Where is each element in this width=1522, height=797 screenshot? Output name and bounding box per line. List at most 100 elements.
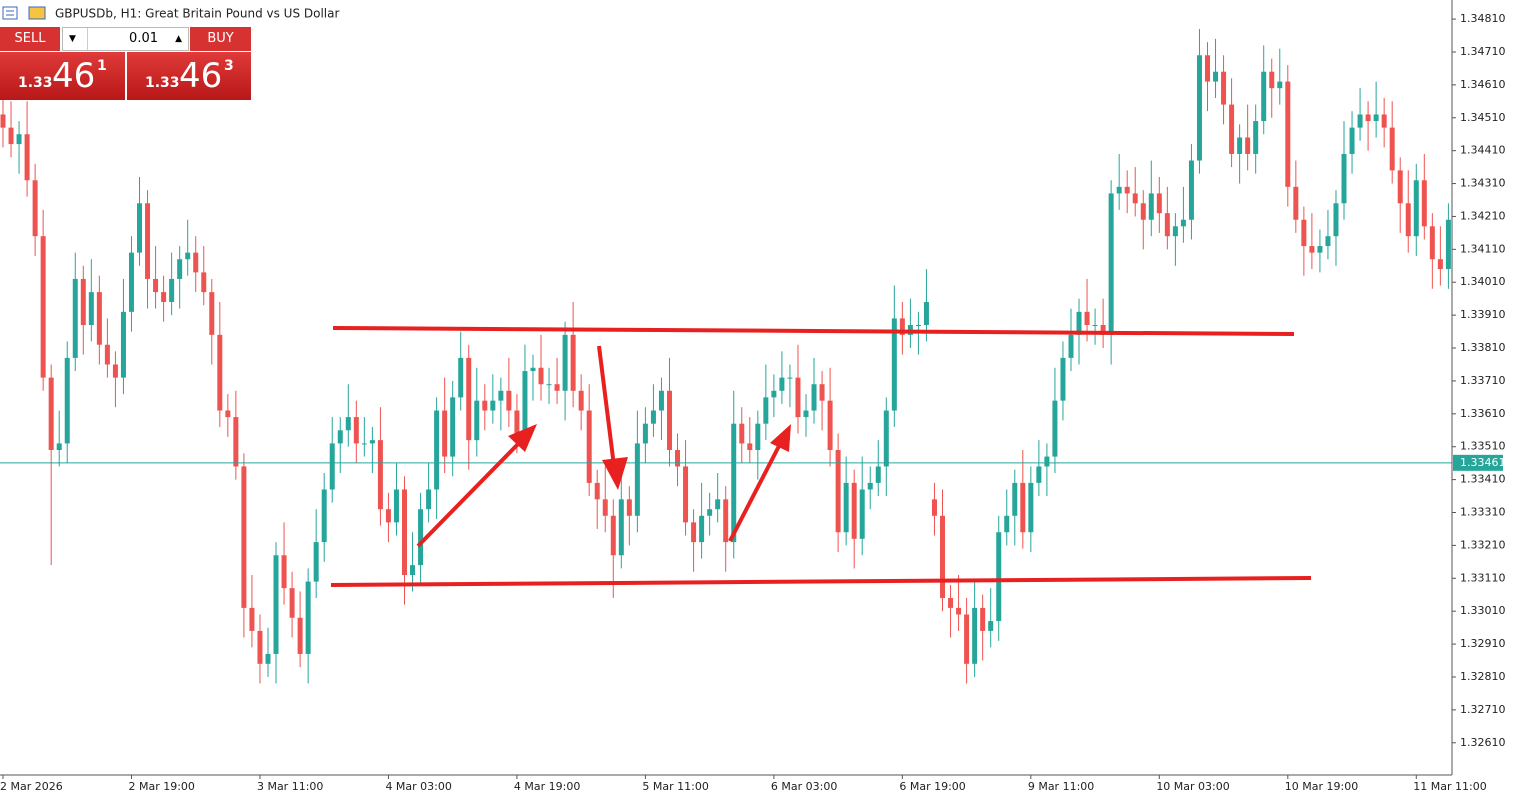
divider	[87, 28, 88, 50]
candle-body	[602, 499, 608, 516]
y-tick-label: 1.34510	[1460, 111, 1506, 124]
candle-body	[337, 430, 343, 444]
candle-body	[32, 180, 38, 237]
price-small: 1.33	[18, 75, 53, 91]
candle-body	[875, 466, 881, 483]
candle-body	[1309, 246, 1315, 253]
candle-body	[1405, 203, 1411, 237]
current-price-box	[1453, 454, 1503, 471]
buy-price[interactable]: 1.33 46 3	[127, 52, 251, 100]
candle-body	[88, 292, 94, 325]
candle-body	[538, 367, 544, 385]
candle-body	[385, 509, 391, 523]
candle-body	[731, 423, 737, 543]
candles	[0, 28, 1452, 684]
candle-body	[923, 301, 929, 325]
candle-body	[104, 344, 110, 365]
candle-body	[787, 377, 793, 379]
candle-body	[1004, 515, 1010, 533]
candle-body	[281, 555, 287, 589]
y-tick-label: 1.34310	[1460, 177, 1506, 190]
lot-up[interactable]: ▲	[175, 34, 182, 44]
candle-body	[803, 410, 809, 418]
arrow-head	[508, 424, 537, 452]
candle-body	[48, 377, 54, 450]
candle-body	[835, 450, 841, 533]
oneclick-icon[interactable]	[28, 6, 46, 20]
candle-body	[1261, 71, 1267, 122]
candle-body	[0, 114, 6, 128]
trade-panel: SELL ▼ 0.01 ▲ BUY 1.33 46 1 1.33 46 3	[0, 27, 251, 100]
candle-body	[811, 384, 817, 411]
candle-body	[153, 278, 159, 293]
buy-button[interactable]: BUY	[190, 27, 251, 51]
candle-body	[1429, 226, 1435, 260]
candle-body	[771, 390, 777, 398]
candle-body	[827, 400, 833, 450]
y-tick-label: 1.32810	[1460, 670, 1506, 683]
candle-body	[915, 325, 921, 326]
candle-body	[1156, 193, 1162, 214]
candle-body	[1349, 127, 1355, 154]
y-tick-label: 1.34410	[1460, 144, 1506, 157]
candle-body	[1092, 325, 1098, 326]
x-tick-label: 5 Mar 11:00	[642, 780, 708, 793]
candle-body	[305, 581, 311, 654]
candle-body	[40, 236, 46, 378]
y-tick-label: 1.34210	[1460, 209, 1506, 222]
price-point: 3	[224, 58, 234, 74]
sell-price[interactable]: 1.33 46 1	[0, 52, 125, 100]
candle-body	[249, 607, 255, 631]
y-tick-label: 1.34810	[1460, 12, 1506, 25]
candle-body	[642, 423, 648, 444]
y-tick-label: 1.33610	[1460, 407, 1506, 420]
lot-input[interactable]: ▼ 0.01 ▲	[62, 27, 189, 51]
candle-body	[120, 311, 126, 378]
candle-body	[1213, 71, 1219, 82]
candle-body	[570, 334, 576, 391]
candle-body	[193, 252, 199, 273]
candle-body	[1124, 186, 1130, 194]
y-tick-label: 1.33810	[1460, 341, 1506, 354]
candle-body	[1076, 311, 1082, 335]
candle-body	[699, 515, 705, 543]
candle-body	[867, 482, 873, 490]
candle-body	[112, 364, 118, 378]
lot-value: 0.01	[129, 31, 158, 46]
candle-body	[16, 134, 22, 145]
lot-down[interactable]: ▼	[69, 34, 76, 44]
candle-body	[1084, 311, 1090, 325]
candle-body	[1036, 466, 1042, 483]
candle-body	[56, 443, 62, 450]
x-tick-label: 2 Mar 2026	[0, 780, 63, 793]
candle-body	[626, 499, 632, 516]
candle-body	[1148, 193, 1154, 220]
price-big: 46	[179, 56, 223, 96]
candle-body	[442, 410, 448, 457]
sell-button[interactable]: SELL	[0, 27, 60, 51]
candle-body	[763, 397, 769, 424]
candle-body	[1357, 114, 1363, 128]
candle-body	[321, 489, 327, 543]
price-small: 1.33	[145, 75, 180, 91]
candle-body	[530, 367, 536, 372]
candle-body	[353, 417, 359, 444]
candle-body	[578, 390, 584, 411]
candle-body	[859, 489, 865, 539]
candle-body	[1060, 357, 1066, 401]
candle-body	[1397, 170, 1403, 204]
candle-body	[883, 410, 889, 467]
menu-icon[interactable]	[2, 6, 18, 20]
candle-body	[1317, 246, 1323, 253]
candle-body	[972, 607, 978, 664]
candle-body	[779, 377, 785, 391]
candle-body	[1068, 334, 1074, 358]
candle-body	[1373, 114, 1379, 122]
candle-body	[948, 598, 954, 608]
candle-body	[257, 630, 263, 664]
y-tick-label: 1.34610	[1460, 78, 1506, 91]
candle-body	[1237, 137, 1243, 154]
candle-body	[1277, 81, 1283, 89]
candle-body	[1052, 400, 1058, 457]
